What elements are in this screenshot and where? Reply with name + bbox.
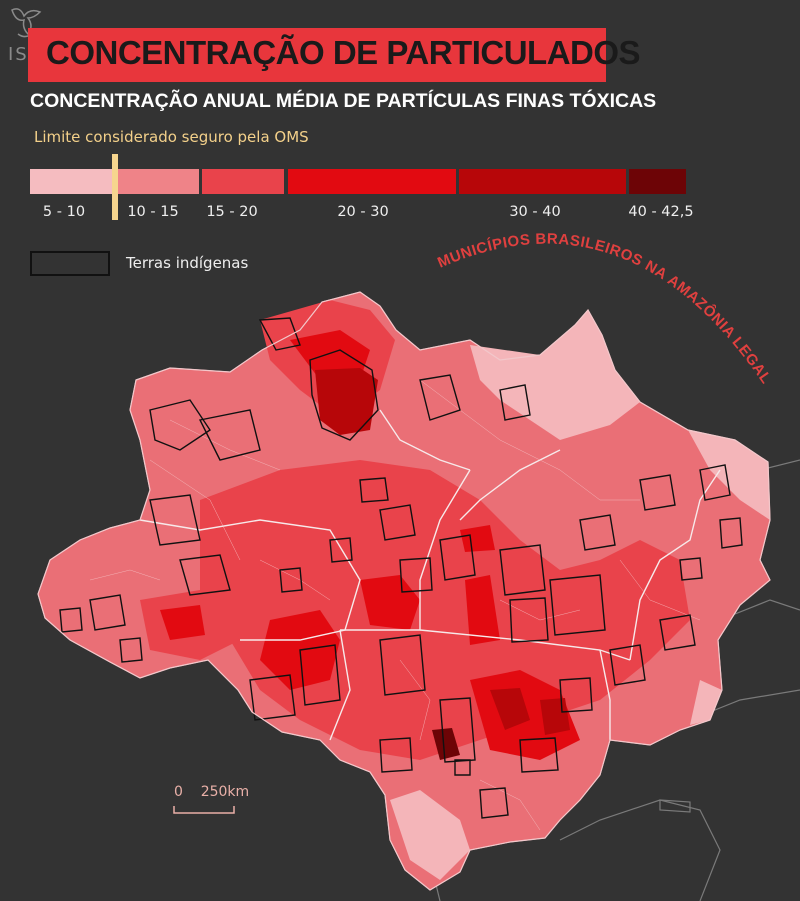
legend-swatch-30-40 xyxy=(459,169,626,194)
oms-limit-marker xyxy=(112,154,118,220)
legend-label: 5 - 10 xyxy=(42,204,86,220)
legend-swatch-40-42 xyxy=(629,169,686,194)
indigenous-lands-label: Terras indígenas xyxy=(126,254,249,272)
legend-label: 20 - 30 xyxy=(337,204,389,220)
scale-bar xyxy=(173,806,235,814)
scale-label: 0 250km xyxy=(174,784,250,800)
legend-swatch-20-30 xyxy=(288,169,456,194)
legend-swatch-10-15 xyxy=(118,169,199,194)
page-subtitle: CONCENTRAÇÃO ANUAL MÉDIA DE PARTÍCULAS F… xyxy=(30,90,657,112)
title-banner xyxy=(28,28,606,82)
legend-label: 30 - 40 xyxy=(509,204,561,220)
legend-label: 15 - 20 xyxy=(206,204,258,220)
legend-label: 10 - 15 xyxy=(127,204,179,220)
oms-limit-label: Limite considerado seguro pela OMS xyxy=(34,128,309,146)
legend-swatch-15-20 xyxy=(202,169,284,194)
indigenous-lands-swatch xyxy=(30,251,110,276)
indigenous-lands xyxy=(59,317,743,819)
municipality-borders xyxy=(89,379,701,831)
legend-label: 40 - 42,5 xyxy=(628,204,694,220)
page-title: CONCENTRAÇÃO DE PARTICULADOS xyxy=(46,34,641,71)
legend-swatch-5-10 xyxy=(30,169,112,194)
